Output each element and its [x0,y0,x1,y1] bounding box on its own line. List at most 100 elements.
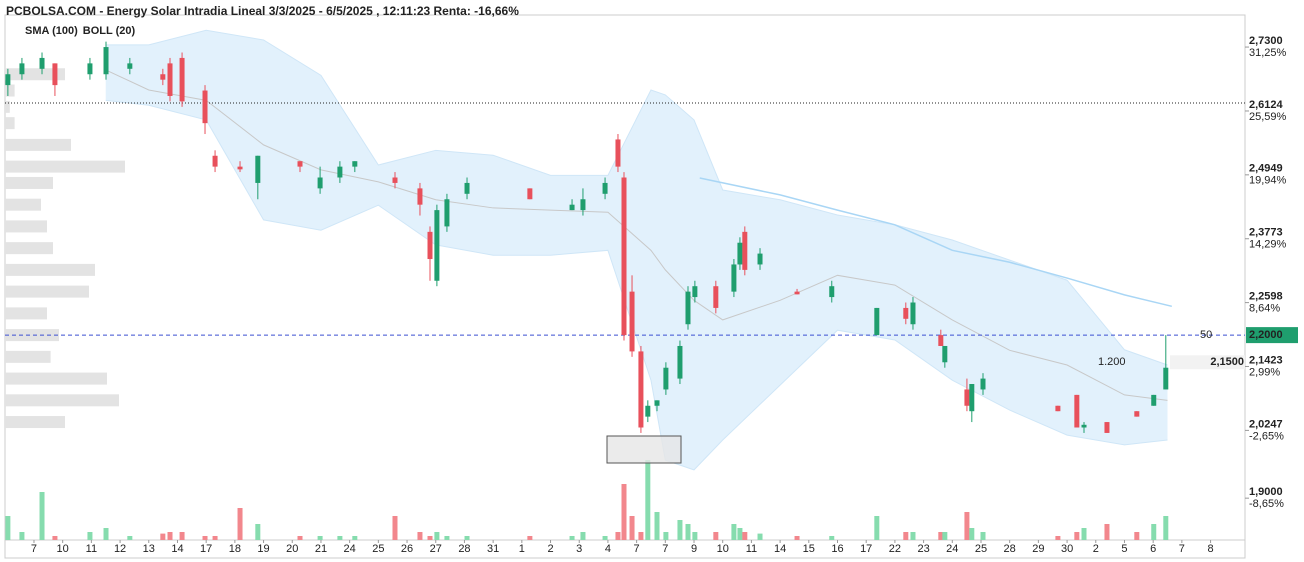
candle-body [692,286,698,298]
x-tick-label: 7 [1179,543,1185,555]
candle-body [615,139,621,167]
x-tick-label: 14 [774,543,786,555]
volume-bar [167,532,173,540]
y-tick-label: 2,1423 [1249,354,1283,366]
x-tick-label: 10 [717,543,729,555]
candle-body [127,63,133,69]
x-tick-label: 19 [257,543,269,555]
volume-profile-bar [5,329,59,342]
y-tick-change: 14,29% [1249,239,1287,251]
bollinger-fill [105,30,1168,470]
candle-body [52,63,58,86]
volume-profile-bar [5,117,15,130]
y-tick-label: 2,0247 [1249,418,1283,430]
volume-bar [87,532,93,540]
bid-label: 2,1500 [1210,356,1244,368]
legend-entry: BOLL (20) [83,25,136,37]
candle-body [237,166,243,170]
x-tick-label: 30 [1061,543,1073,555]
candle-body [980,378,986,390]
volume-profile-bar [5,416,65,429]
volume-bar [202,536,208,540]
volume-profile-bar [5,220,47,233]
volume-bar [255,524,261,540]
volume-bar [1151,524,1157,540]
last-price-box [1246,327,1298,344]
volume-bar [1104,524,1110,540]
x-tick-label: 2 [547,543,553,555]
candle-body [903,307,909,319]
candle-body [5,74,11,86]
x-tick-label: 7 [31,543,37,555]
x-tick-label: 14 [171,543,183,555]
volume-bar [1134,532,1140,540]
x-tick-label: 1 [519,543,525,555]
volume-bar [621,484,627,540]
x-tick-label: 29 [1032,543,1044,555]
candle-body [19,63,25,75]
candle-body [464,182,470,194]
volume-bar [444,536,450,540]
candle-body [103,47,109,75]
candle-body [654,400,660,406]
candle-body [942,345,948,363]
y-tick-change: -8,65% [1249,498,1284,510]
candle-body [417,188,423,205]
volume-profile-bar [5,372,107,385]
chart-title: PCBOLSA.COM - Energy Solar Intradia Line… [6,4,519,18]
y-tick-label: 2,6124 [1249,99,1284,111]
x-tick-label: 10 [57,543,69,555]
candle-body [638,351,644,428]
volume-bar [980,532,986,540]
volume-bar [731,524,737,540]
volume-bar [615,532,621,540]
volume-bar [1163,516,1169,540]
candle-body [444,199,450,227]
x-tick-label: 3 [576,543,582,555]
volume-bar [645,460,651,540]
candle-body [179,57,185,102]
candle-body [39,57,45,69]
volume-bar [317,536,323,540]
candle-body [874,307,880,336]
last-price-size: 50 [1200,329,1212,341]
volume-bar [52,536,58,540]
x-tick-label: 20 [286,543,298,555]
candle-body [742,231,748,270]
x-tick-label: 5 [1121,543,1127,555]
volume-bar [179,532,185,540]
x-tick-label: 24 [344,543,356,555]
volume-bar [737,528,743,540]
x-tick-label: 28 [458,543,470,555]
volume-bar [964,512,970,540]
volume-bar [910,532,916,540]
volume-bar [103,528,109,540]
candle-body [580,199,586,211]
candle-body [964,389,970,406]
x-tick-label: 8 [1208,543,1214,555]
candle-body [527,188,533,200]
y-tick-label: 2,4949 [1249,163,1283,175]
x-tick-label: 23 [917,543,929,555]
candle-body [969,384,975,412]
volume-bar [742,532,748,540]
candle-body [569,204,575,211]
x-tick-label: 7 [662,543,668,555]
candle-body [337,166,343,178]
volume-bar [417,532,423,540]
x-tick-label: 26 [401,543,413,555]
volume-profile-bar [5,160,125,173]
x-tick-label: 7 [634,543,640,555]
volume-bar [464,536,470,540]
legend-entry: SMA (100) [25,25,78,37]
candle-body [1163,367,1169,390]
volume-bar [160,533,166,540]
volume-profile-bar [5,100,10,113]
volume-bar [874,516,880,540]
x-tick-label: 13 [143,543,155,555]
candle-body [1104,422,1110,433]
candle-body [677,345,683,379]
volume-bar [127,536,133,540]
volume-bar [39,492,45,540]
